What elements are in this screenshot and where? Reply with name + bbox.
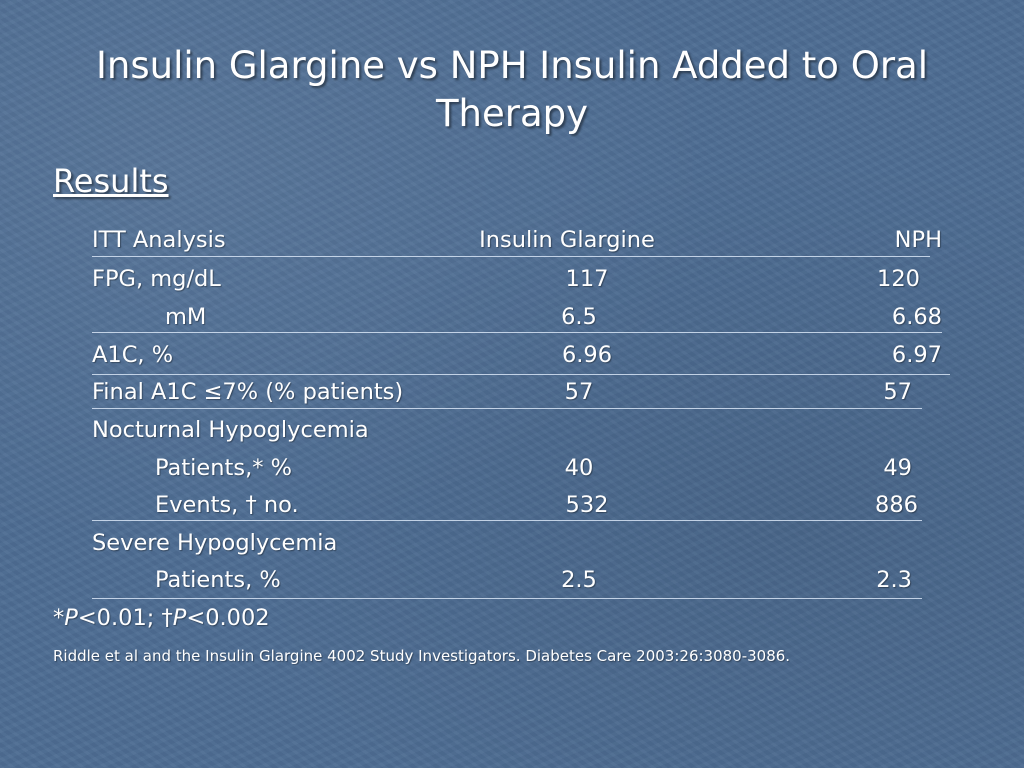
row-label: Patients,* % bbox=[155, 455, 292, 481]
row-label: Final A1C ≤7% (% patients) bbox=[92, 379, 404, 405]
table-rule bbox=[92, 520, 922, 521]
footnote-p-italic: P bbox=[172, 605, 187, 631]
footnote-p2-rest: <0.002 bbox=[186, 605, 270, 631]
table-row: FPG, mg/dL 117 120 bbox=[92, 261, 942, 297]
footnote-star: * bbox=[53, 605, 65, 631]
row-label: Nocturnal Hypoglycemia bbox=[92, 417, 369, 443]
table-row: Nocturnal Hypoglycemia bbox=[92, 412, 942, 448]
table-rule bbox=[92, 374, 950, 375]
table-row: mM 6.5 6.68 bbox=[92, 299, 942, 335]
table-rule bbox=[92, 408, 922, 409]
footnote-p-italic: P bbox=[64, 605, 78, 631]
row-label: FPG, mg/dL bbox=[92, 266, 221, 292]
row-label: mM bbox=[165, 304, 207, 330]
nph-value: 49 bbox=[883, 455, 912, 481]
header-itt-analysis: ITT Analysis bbox=[92, 227, 226, 253]
table-rule bbox=[92, 256, 930, 257]
table-rule bbox=[92, 598, 922, 599]
title-line-2: Therapy bbox=[435, 92, 589, 135]
glargine-value: 532 bbox=[565, 492, 609, 518]
table-row: A1C, % 6.96 6.97 bbox=[92, 337, 942, 373]
citation: Riddle et al and the Insulin Glargine 40… bbox=[53, 647, 791, 665]
p-value-footnote: *P<0.01; †P<0.002 bbox=[53, 600, 270, 636]
row-label: A1C, % bbox=[92, 342, 174, 368]
glargine-value: 6.5 bbox=[561, 304, 597, 330]
glargine-value: 2.5 bbox=[561, 567, 597, 593]
glargine-value: 57 bbox=[564, 379, 594, 405]
slide-title: Insulin Glargine vs NPH Insulin Added to… bbox=[40, 42, 984, 138]
header-nph: NPH bbox=[894, 227, 942, 253]
nph-value: 57 bbox=[883, 379, 912, 405]
table-row: Events, † no. 532 886 bbox=[92, 487, 942, 523]
glargine-value: 40 bbox=[564, 455, 594, 481]
row-label: Events, † no. bbox=[155, 492, 299, 518]
table-row: Final A1C ≤7% (% patients) 57 57 bbox=[92, 374, 942, 410]
nph-value: 886 bbox=[875, 492, 918, 518]
table-row: Severe Hypoglycemia bbox=[92, 525, 942, 561]
row-label: Patients, % bbox=[155, 567, 281, 593]
nph-value: 2.3 bbox=[876, 567, 912, 593]
nph-value: 120 bbox=[877, 266, 920, 292]
nph-value: 6.68 bbox=[891, 304, 942, 330]
glargine-value: 6.96 bbox=[561, 342, 613, 368]
header-insulin-glargine: Insulin Glargine bbox=[479, 227, 655, 253]
table-row: Patients, % 2.5 2.3 bbox=[92, 562, 942, 598]
table-row: Patients,* % 40 49 bbox=[92, 450, 942, 486]
nph-value: 6.97 bbox=[891, 342, 942, 368]
glargine-value: 117 bbox=[565, 266, 609, 292]
results-heading: Results bbox=[53, 162, 169, 200]
row-label: Severe Hypoglycemia bbox=[92, 530, 338, 556]
table-rule bbox=[92, 332, 942, 333]
title-line-1: Insulin Glargine vs NPH Insulin Added to… bbox=[96, 44, 928, 87]
table-header-row: ITT Analysis Insulin Glargine NPH bbox=[92, 222, 942, 258]
footnote-p1-rest: <0.01; † bbox=[77, 605, 173, 631]
